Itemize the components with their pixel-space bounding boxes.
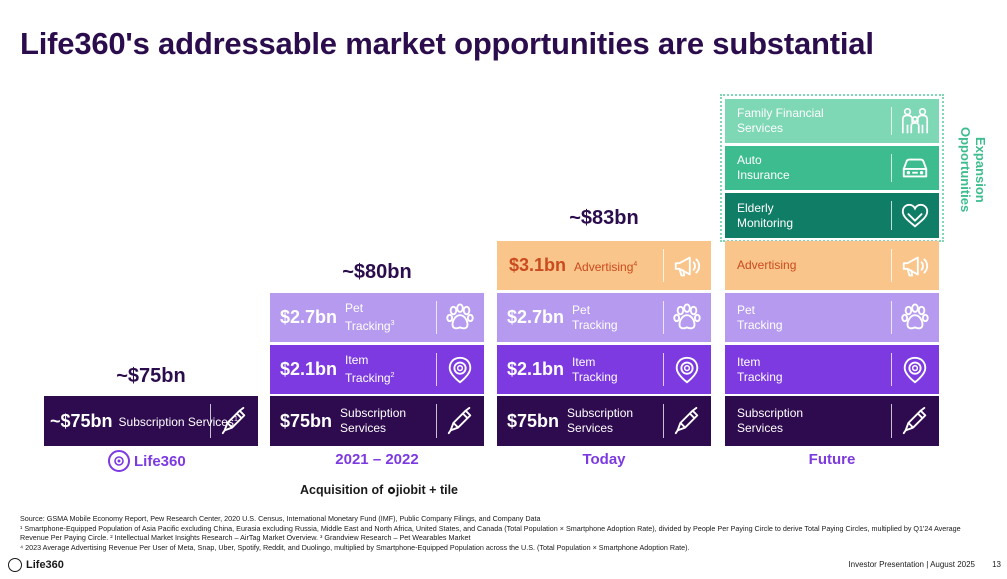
col1-subscription-label: Subscription Services1 xyxy=(118,415,238,429)
col4-elderly-block: Elderly Monitoring xyxy=(725,193,939,238)
col4-elderly-label: Elderly Monitoring xyxy=(737,200,794,230)
footer-logo-text: Life360 xyxy=(26,559,64,571)
megaphone-icon xyxy=(891,241,939,290)
col3-advertising-label: Advertising4 xyxy=(574,259,638,274)
col1-subscription-block: ~$75bn Subscription Services1 xyxy=(44,396,258,446)
col3-pet-label: Pet Tracking xyxy=(572,302,618,332)
col4-advertising-block: Advertising xyxy=(725,241,939,290)
pen-icon xyxy=(436,396,484,446)
total-col1: ~$75bn xyxy=(116,365,186,387)
footer-logo: Life360 xyxy=(8,558,64,572)
presentation-label: Investor Presentation | August 2025 xyxy=(848,560,975,569)
col3-item-label: Item Tracking xyxy=(572,354,618,384)
col3-advertising-block: $3.1bn Advertising4 xyxy=(497,241,711,290)
life360-logo-text: Life360 xyxy=(134,452,186,470)
footnote-4: ⁴ 2023 Average Advertising Revenue Per U… xyxy=(20,542,690,552)
tile-logo: tile xyxy=(439,483,459,497)
total-col2: ~$80bn xyxy=(342,261,412,283)
col2-subscription-amount: $75bn xyxy=(280,410,333,431)
col3-pet-block: $2.7bn Pet Tracking xyxy=(497,293,711,342)
expansion-opportunities-label: Expansion Opportunities xyxy=(958,127,988,213)
acquisition-line: Acquisition of jiobit + tile xyxy=(300,483,458,497)
footnote-1-3: ¹ Smartphone-Equipped Population of Asia… xyxy=(20,523,961,543)
acquisition-prefix: Acquisition of xyxy=(300,483,384,497)
col4-item-label: Item Tracking xyxy=(737,354,783,384)
jiobit-mark-icon xyxy=(387,486,395,495)
col4-pet-block: Pet Tracking xyxy=(725,293,939,342)
col2-period-label: 2021 – 2022 xyxy=(335,451,419,468)
col4-family-block: Family Financial Services xyxy=(725,99,939,143)
col2-subscription-label: Subscription Services xyxy=(340,406,407,435)
footer-logo-mark-icon xyxy=(8,558,22,572)
col2-item-label: Item Tracking2 xyxy=(345,353,395,385)
megaphone-icon xyxy=(663,241,711,290)
col4-family-label: Family Financial Services xyxy=(737,106,824,135)
paw-icon xyxy=(436,293,484,342)
life360-logo: Life360 xyxy=(108,450,186,472)
bottom-bar: Life360 Investor Presentation | August 2… xyxy=(0,556,1007,579)
pen-icon xyxy=(663,396,711,446)
col2-pet-amount: $2.7bn xyxy=(280,307,338,327)
col2-subscription-block: $75bn Subscription Services xyxy=(270,396,484,446)
acquisition-plus: + xyxy=(429,483,437,497)
col4-auto-block: Auto Insurance xyxy=(725,146,939,190)
col3-item-block: $2.1bn Item Tracking xyxy=(497,345,711,394)
pen-icon xyxy=(210,396,258,446)
car-icon xyxy=(891,146,939,190)
col3-subscription-amount: $75bn xyxy=(507,410,560,431)
paw-icon xyxy=(663,293,711,342)
page-title: Life360's addressable market opportuniti… xyxy=(20,26,874,61)
page-number: 13 xyxy=(992,560,1001,569)
footnotes: Source: GSMA Mobile Economy Report, Pew … xyxy=(20,514,990,552)
heart-icon xyxy=(891,193,939,238)
col3-pet-amount: $2.7bn xyxy=(507,307,565,327)
col4-period-label: Future xyxy=(808,451,856,468)
jiobit-logo: jiobit xyxy=(387,483,429,497)
pin-icon xyxy=(436,345,484,394)
col2-item-block: $2.1bn Item Tracking2 xyxy=(270,345,484,394)
col4-auto-label: Auto Insurance xyxy=(737,153,790,182)
pin-icon xyxy=(891,345,939,394)
col4-pet-label: Pet Tracking xyxy=(737,302,783,332)
col4-subscription-block: Subscription Services xyxy=(725,396,939,446)
pen-icon xyxy=(891,396,939,446)
col2-pet-label: Pet Tracking3 xyxy=(345,301,395,333)
col4-subscription-label: Subscription Services xyxy=(737,406,804,435)
col2-item-amount: $2.1bn xyxy=(280,359,338,379)
col4-item-block: Item Tracking xyxy=(725,345,939,394)
total-col3: ~$83bn xyxy=(569,207,639,229)
pin-icon xyxy=(663,345,711,394)
col3-period-label: Today xyxy=(582,451,626,468)
col3-subscription-block: $75bn Subscription Services xyxy=(497,396,711,446)
family-icon xyxy=(891,99,939,143)
paw-icon xyxy=(891,293,939,342)
footnote-source: Source: GSMA Mobile Economy Report, Pew … xyxy=(20,514,541,523)
col2-pet-block: $2.7bn Pet Tracking3 xyxy=(270,293,484,342)
life360-mark-icon xyxy=(108,450,130,472)
col3-item-amount: $2.1bn xyxy=(507,359,565,379)
col3-subscription-label: Subscription Services xyxy=(567,406,634,435)
col3-advertising-amount: $3.1bn xyxy=(509,255,567,275)
col1-subscription-amount: ~$75bn xyxy=(50,410,113,431)
col4-advertising-label: Advertising xyxy=(737,258,797,272)
